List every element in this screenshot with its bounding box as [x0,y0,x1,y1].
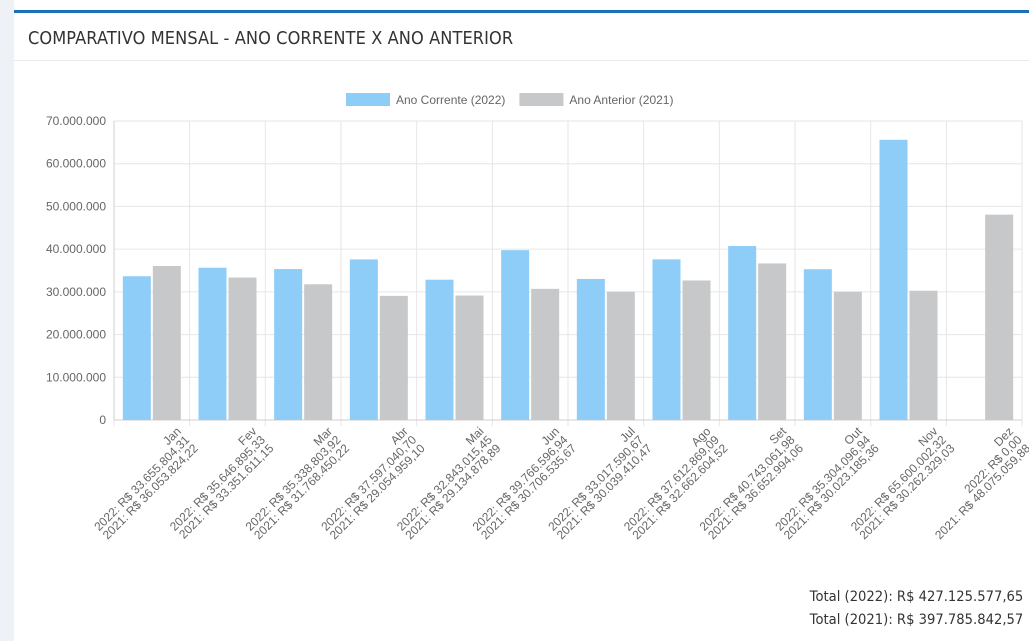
bar-ano-anterior [228,277,257,420]
legend-label: Ano Corrente (2022) [396,93,505,107]
totals-block: Total (2022): R$ 427.125.577,65 Total (2… [796,586,1023,632]
bar-ano-corrente [576,278,605,420]
bar-ano-corrente [425,279,454,420]
total-2021: Total (2021): R$ 397.785.842,57 [809,612,1023,628]
bar-ano-corrente [274,269,303,420]
panel-title: COMPARATIVO MENSAL - ANO CORRENTE X ANO … [28,28,514,49]
y-tick-label: 0 [99,413,106,427]
panel-divider [14,60,1029,61]
total-2022: Total (2022): R$ 427.125.577,65 [809,589,1023,605]
bar-ano-anterior [758,263,787,420]
bar-ano-anterior [304,284,333,420]
bar-ano-corrente [198,267,227,420]
bar-ano-corrente [501,250,530,420]
bar-ano-anterior [606,291,635,420]
y-tick-label: 10.000.000 [46,370,106,384]
bar-ano-anterior [455,295,484,420]
bar-ano-corrente [879,139,908,420]
y-tick-label: 50.000.000 [46,199,106,213]
bar-ano-corrente [652,259,681,420]
legend-label: Ano Anterior (2021) [569,93,673,107]
y-tick-label: 70.000.000 [46,114,106,128]
chart-panel: COMPARATIVO MENSAL - ANO CORRENTE X ANO … [14,0,1029,641]
bar-ano-anterior [152,265,181,420]
page-left-strip [0,0,14,641]
y-tick-label: 20.000.000 [46,328,106,342]
bar-ano-anterior [909,290,938,420]
bar-ano-corrente [122,276,151,420]
legend-swatch [519,93,564,106]
y-tick-label: 60.000.000 [46,157,106,171]
comparison-bar-chart: 0 10.000.000 20.000.000 30.000.000 40.000.00… [46,93,1029,542]
bar-ano-anterior [379,295,408,420]
bar-ano-corrente [728,245,757,420]
y-tick-label: 40.000.000 [46,242,106,256]
bar-ano-anterior [531,288,560,420]
bar-ano-anterior [833,291,862,420]
panel-accent-bar [14,10,1029,13]
bar-ano-anterior [985,214,1014,420]
legend-swatch [346,93,390,106]
bar-ano-corrente [803,269,832,420]
bar-ano-anterior [682,280,711,420]
bar-ano-corrente [349,259,378,420]
y-tick-label: 30.000.000 [46,285,106,299]
